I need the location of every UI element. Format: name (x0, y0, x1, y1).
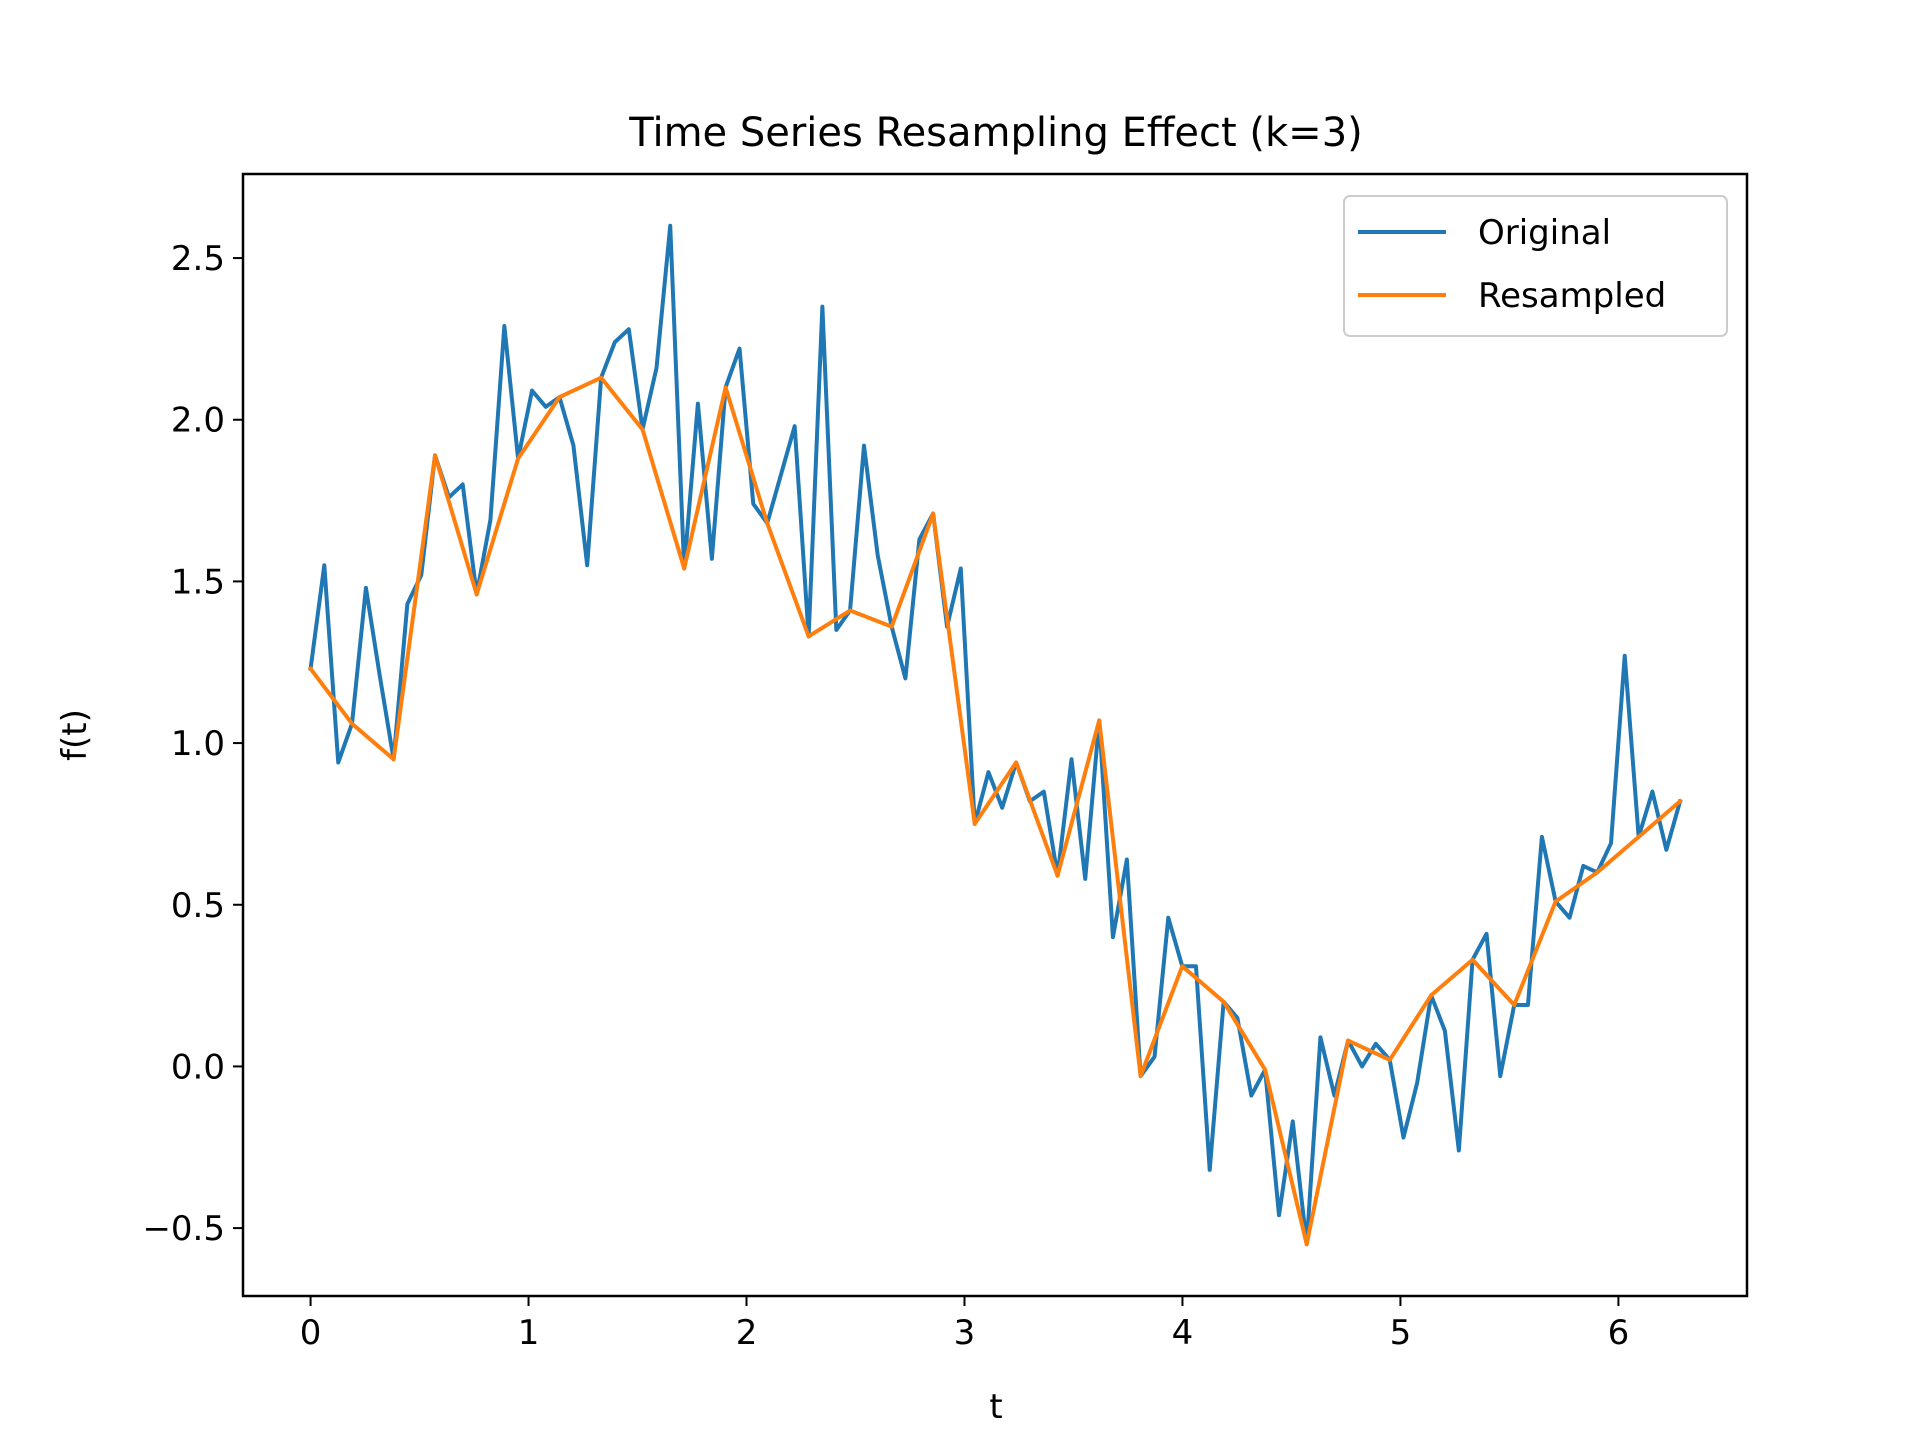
y-tick-label: 1.5 (171, 562, 225, 602)
x-axis: 0 1 2 3 4 5 6 (300, 1296, 1629, 1353)
y-axis: −0.5 0.0 0.5 1.0 1.5 2.0 2.5 (142, 239, 243, 1249)
plot-frame (241, 172, 1749, 1298)
legend-label-original: Original (1478, 213, 1611, 253)
series-line-resampled (307, 375, 1683, 1247)
x-tick-label: 1 (518, 1313, 540, 1353)
y-tick-label: 0.5 (171, 886, 225, 926)
x-tick-label: 4 (1172, 1313, 1194, 1353)
y-axis-label: f(t) (55, 709, 95, 761)
legend-label-resampled: Resampled (1478, 276, 1666, 316)
legend: Original Resampled (1343, 195, 1728, 337)
chart-title: Time Series Resampling Effect (k=3) (628, 110, 1363, 156)
x-tick-label: 0 (300, 1313, 322, 1353)
x-tick-label: 6 (1608, 1313, 1630, 1353)
y-tick-label: 1.0 (171, 724, 225, 764)
y-tick-label: 2.5 (171, 239, 225, 279)
plot-area (307, 223, 1683, 1247)
x-tick-label: 5 (1390, 1313, 1412, 1353)
x-axis-label: t (989, 1387, 1002, 1427)
y-tick-label: 2.0 (171, 401, 225, 441)
y-tick-label: −0.5 (142, 1209, 225, 1249)
x-tick-label: 3 (954, 1313, 976, 1353)
y-tick-label: 0.0 (171, 1047, 225, 1087)
x-tick-label: 2 (736, 1313, 758, 1353)
